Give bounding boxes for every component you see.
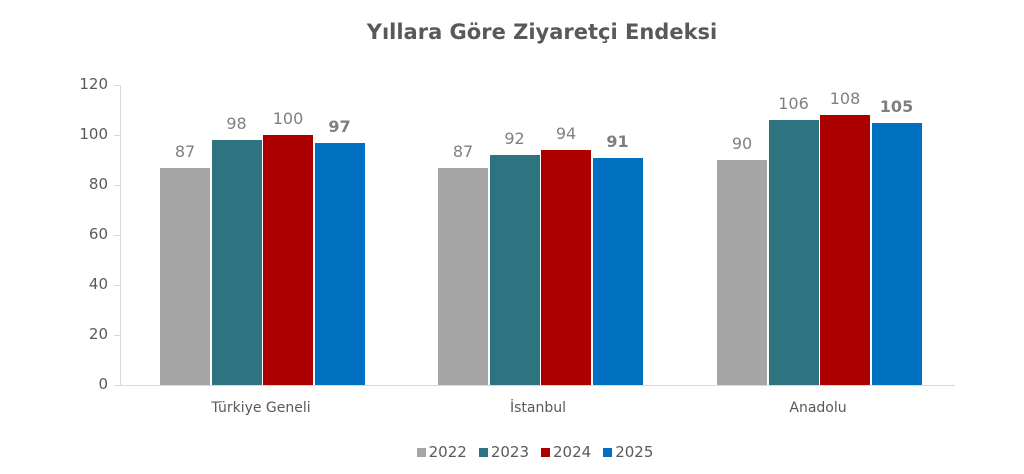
y-tick-label: 100 xyxy=(79,125,108,143)
bar-2024-2 xyxy=(820,115,870,385)
y-tick-label: 20 xyxy=(88,325,108,343)
legend-swatch-icon xyxy=(541,447,550,457)
data-label: 97 xyxy=(328,116,351,136)
y-tick-label: 60 xyxy=(88,225,108,243)
data-label: 92 xyxy=(504,129,525,148)
data-label: 90 xyxy=(731,134,753,153)
y-tick xyxy=(114,335,120,336)
y-tick-label: 0 xyxy=(98,375,108,393)
y-axis-line xyxy=(120,85,121,386)
legend-item-2025: 2025 xyxy=(603,443,653,461)
data-label: 98 xyxy=(226,114,247,133)
category-label: Anadolu xyxy=(789,400,847,416)
data-label: 87 xyxy=(452,141,474,161)
x-axis-line xyxy=(120,385,955,386)
data-label: 106 xyxy=(778,94,809,113)
legend-swatch-icon xyxy=(478,447,488,457)
chart-title: Yıllara Göre Ziyaretçi Endeksi xyxy=(366,20,718,44)
legend-label: 2025 xyxy=(615,443,654,461)
y-tick xyxy=(114,385,120,386)
bar-2025-2 xyxy=(871,122,922,385)
y-tick xyxy=(114,185,120,186)
category-label: İstanbul xyxy=(509,400,566,416)
y-tick-label: 80 xyxy=(88,175,108,193)
y-tick-label: 120 xyxy=(79,75,108,93)
y-tick xyxy=(114,285,120,286)
bar-2023-2 xyxy=(768,120,819,385)
category-label: Türkiye Geneli xyxy=(211,400,311,416)
data-label: 108 xyxy=(829,89,861,108)
bar-2025-0 xyxy=(314,142,365,385)
y-tick xyxy=(114,235,120,236)
legend-swatch-icon xyxy=(603,447,613,457)
legend-label: 2023 xyxy=(490,443,529,461)
bar-2023-0 xyxy=(211,140,262,385)
legend-label: 2024 xyxy=(553,443,592,461)
bar-2022-2 xyxy=(717,160,767,385)
legend-item-2022: 2022 xyxy=(416,443,467,461)
bar-2025-1 xyxy=(592,157,643,385)
legend-swatch-icon xyxy=(416,447,426,457)
legend-label: 2022 xyxy=(428,443,467,461)
data-label: 87 xyxy=(174,141,196,161)
bar-2023-1 xyxy=(489,155,540,385)
y-tick xyxy=(114,85,120,86)
bar-2024-1 xyxy=(541,150,591,385)
y-tick xyxy=(114,135,120,136)
bar-2022-1 xyxy=(438,167,488,385)
y-tick-label: 40 xyxy=(88,275,108,293)
bar-2022-0 xyxy=(160,167,210,385)
data-label: 91 xyxy=(606,131,629,151)
legend-item-2024: 2024 xyxy=(541,443,591,461)
data-label: 105 xyxy=(879,96,914,116)
data-label: 94 xyxy=(555,124,577,143)
legend-item-2023: 2023 xyxy=(478,443,529,461)
bar-2024-0 xyxy=(263,135,313,385)
data-label: 100 xyxy=(272,109,304,128)
legend: 2022 2023 2024 2025 xyxy=(0,443,1024,461)
